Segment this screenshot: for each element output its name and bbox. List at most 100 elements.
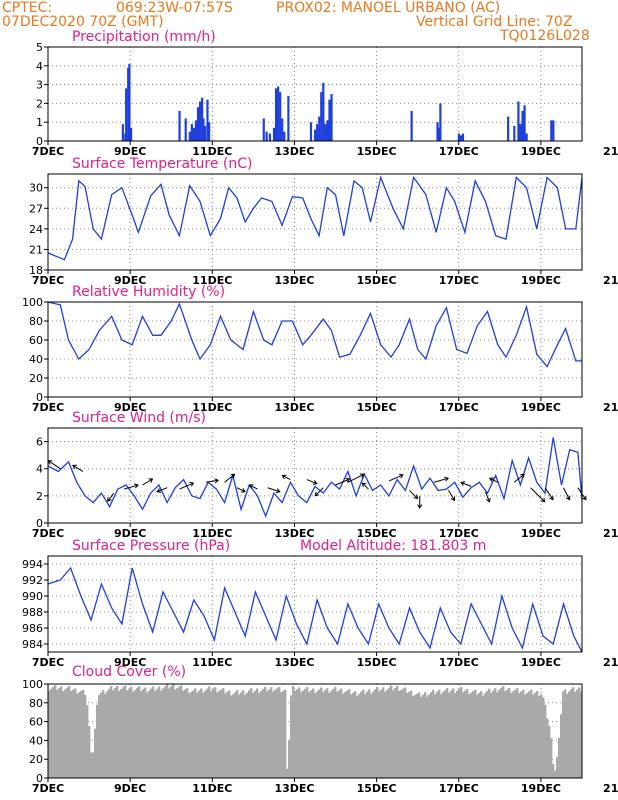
y-tick-label: 60 — [29, 716, 43, 729]
cloud-bar — [278, 686, 281, 778]
precip-bar — [128, 63, 131, 141]
cloud-bar — [144, 687, 147, 778]
cloud-bar — [100, 692, 103, 778]
cloud-bar — [234, 692, 237, 778]
cloud-bar — [484, 693, 487, 778]
cloud-bar — [478, 693, 481, 778]
cloud-bar — [246, 692, 249, 778]
cloud-bar — [142, 689, 145, 778]
cloud-bar — [536, 691, 539, 778]
x-tick-label: 17DEC — [439, 656, 479, 669]
cloud-bar — [220, 689, 223, 778]
cloud-bar — [288, 739, 291, 778]
precip-bar — [330, 94, 333, 141]
cloud-bar — [54, 685, 57, 778]
cloud-bar — [420, 696, 423, 778]
cloud-bar — [444, 690, 447, 778]
precip-bar — [322, 82, 325, 141]
wind-vector — [409, 490, 419, 500]
cloud-bar — [344, 692, 347, 778]
precip-bar — [438, 127, 441, 141]
cloud-bar — [74, 688, 77, 778]
x-tick-label: 9DEC — [114, 145, 146, 158]
cloud-bar — [340, 688, 343, 778]
header-run: 07DEC2020 70Z (GMT) — [2, 14, 164, 30]
panel-1: 7DEC 9DEC 11DEC 13DEC 15DEC 17DEC 19DEC 21DEC 18… — [29, 156, 618, 287]
cloud-bar — [160, 690, 163, 778]
cloud-bar — [554, 770, 557, 778]
x-tick-label: 13DEC — [274, 401, 314, 414]
cloud-bar — [520, 691, 523, 778]
cloud-bar — [172, 684, 175, 778]
x-tick-label: 15DEC — [357, 656, 397, 669]
cloud-bar — [106, 691, 109, 778]
x-tick-label: 9DEC — [114, 782, 146, 795]
cloud-bar — [396, 685, 399, 778]
y-tick-label: 0 — [36, 772, 43, 785]
header-grid-note: Vertical Grid Line: 70Z — [416, 14, 573, 30]
x-tick-label: 17DEC — [439, 145, 479, 158]
x-tick-label: 11DEC — [192, 782, 232, 795]
cloud-bar — [492, 690, 495, 778]
wind-vector — [224, 473, 236, 483]
cloud-bar — [294, 690, 297, 778]
cloud-bar — [58, 688, 61, 778]
cloud-bar — [154, 690, 157, 778]
cloud-bar — [380, 689, 383, 778]
cloud-bar — [238, 694, 241, 778]
precip-bar — [457, 133, 460, 141]
y-tick-label: 1 — [36, 116, 43, 129]
cloud-bar — [516, 688, 519, 778]
cloud-bar — [412, 696, 415, 778]
cloud-bar — [560, 714, 563, 778]
cloud-bar — [188, 693, 191, 778]
precip-bar — [268, 133, 272, 141]
x-tick-label: 15DEC — [357, 527, 397, 540]
cloud-bar — [268, 689, 271, 778]
x-tick-label: 13DEC — [274, 145, 314, 158]
x-tick-label: 9DEC — [114, 527, 146, 540]
y-tick-label: 994 — [22, 558, 43, 571]
x-tick-label: 17DEC — [439, 401, 479, 414]
cloud-bar — [116, 686, 119, 778]
cloud-bar — [314, 693, 317, 778]
x-tick-label: 15DEC — [357, 145, 397, 158]
cloud-bar — [326, 688, 329, 778]
y-tick-label: 80 — [29, 697, 43, 710]
cloud-bar — [282, 690, 285, 778]
cloud-bar — [264, 686, 267, 778]
x-tick-label: 15DEC — [357, 401, 397, 414]
cloud-bar — [70, 690, 73, 778]
cloud-bar — [258, 692, 261, 778]
header-model: TQ0126L028 — [500, 28, 590, 44]
cloud-bar — [580, 691, 583, 778]
cloud-bar — [50, 688, 53, 778]
cloud-bar — [346, 690, 349, 778]
y-tick-label: 20 — [29, 372, 43, 385]
cloud-bar — [186, 688, 189, 778]
plot-frame — [47, 683, 583, 779]
precip-bar — [517, 101, 520, 141]
x-tick-label: 7DEC — [32, 782, 64, 795]
cloud-bar — [84, 695, 87, 778]
x-tick-label: 9DEC — [114, 401, 146, 414]
cloud-bar — [408, 691, 411, 778]
wind-vector — [72, 464, 84, 472]
y-tick-label: 30 — [29, 182, 43, 195]
y-tick-label: 100 — [22, 296, 43, 309]
x-tick-label: 21DEC — [603, 527, 618, 540]
cloud-bar — [364, 693, 367, 778]
cloud-bar — [562, 691, 565, 778]
cloud-bar — [366, 691, 369, 778]
precip-bar — [318, 116, 321, 141]
cloud-bar — [490, 692, 493, 778]
cloud-bar — [60, 686, 63, 778]
x-tick-label: 19DEC — [521, 274, 561, 287]
precip-bar — [309, 122, 313, 141]
cloud-bar — [272, 691, 275, 778]
cloud-bar — [178, 686, 181, 778]
cloud-bar — [480, 691, 483, 778]
cloud-bar — [56, 690, 59, 778]
cloud-bar — [564, 689, 567, 778]
x-tick-label: 7DEC — [32, 401, 64, 414]
